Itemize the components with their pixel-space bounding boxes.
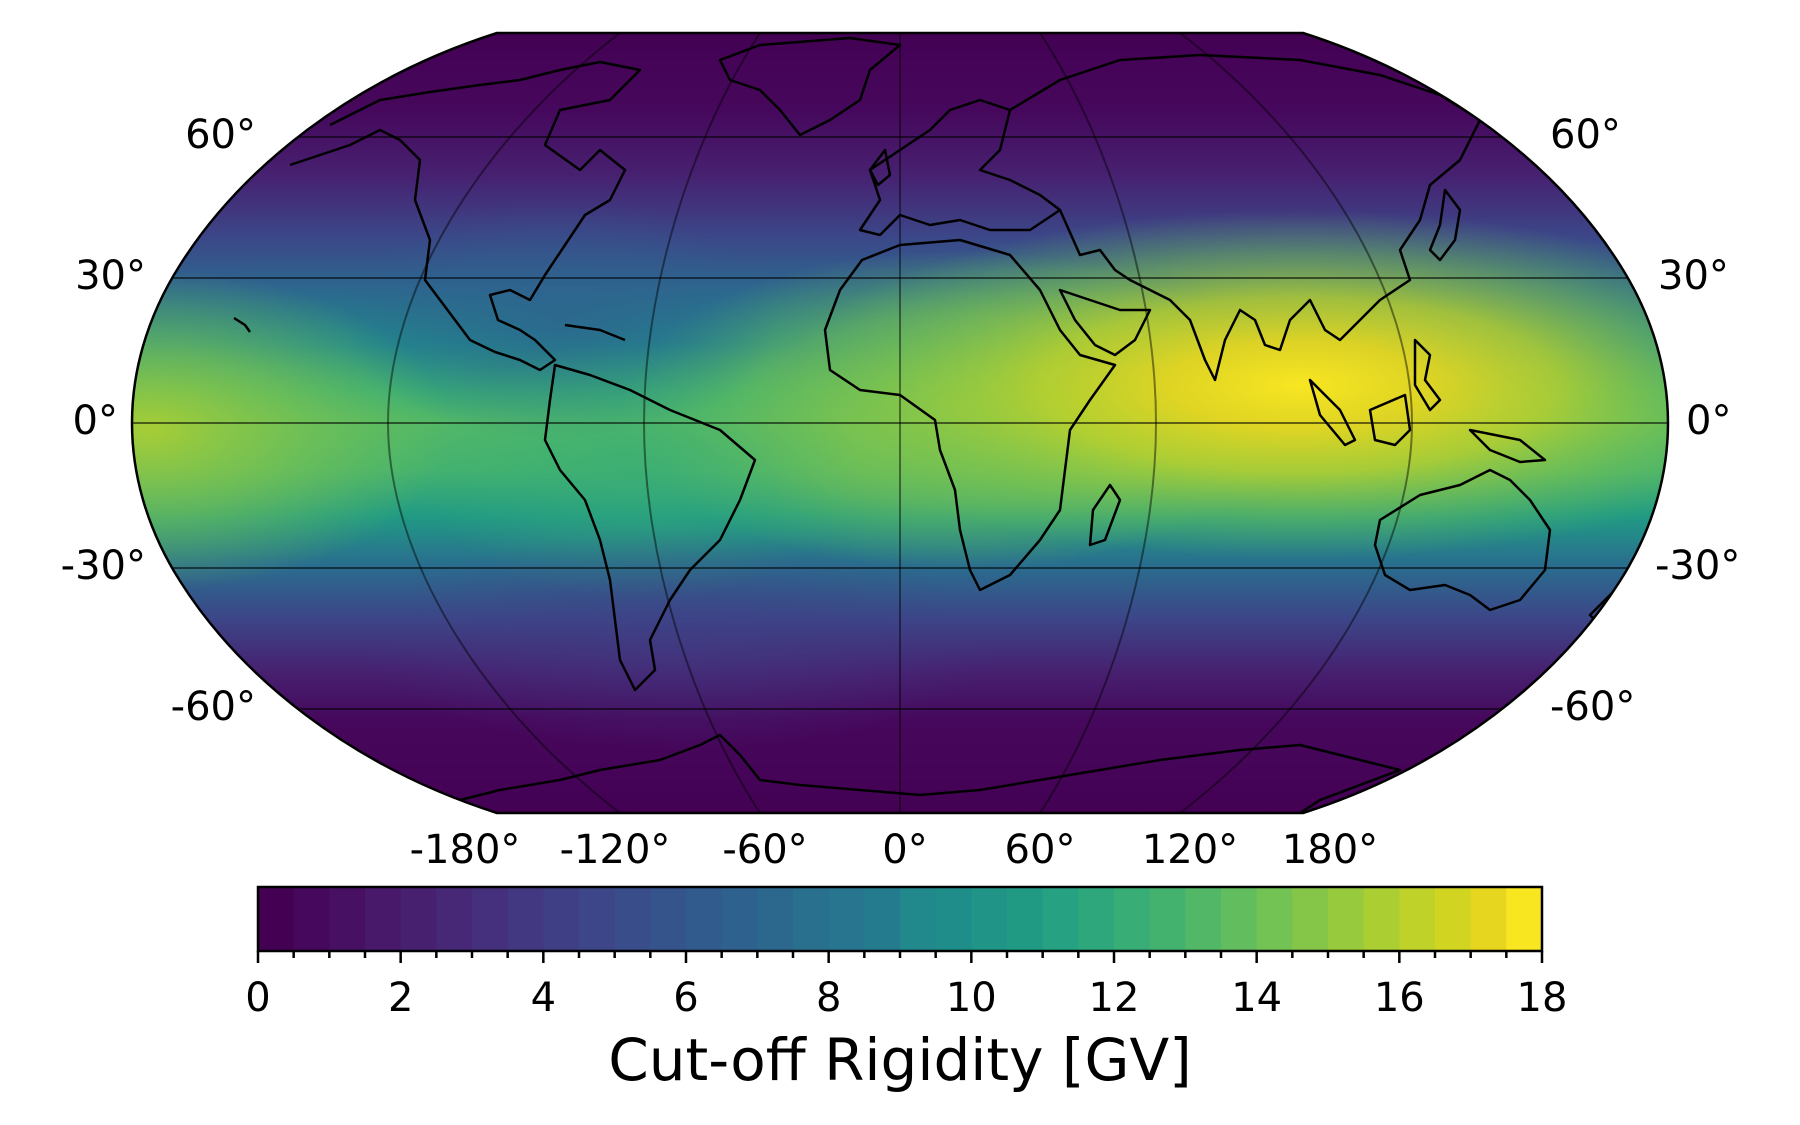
colorbar-band	[686, 887, 723, 951]
colorbar-bands	[258, 887, 1543, 951]
uk-coast	[868, 148, 892, 187]
cbar-tick-2: 2	[388, 975, 413, 1021]
colorbar-band	[614, 887, 651, 951]
lat-label-right-0: 0°	[1686, 398, 1731, 444]
lon-label-180: 180°	[1282, 827, 1378, 873]
colorbar-band	[1363, 887, 1400, 951]
colorbar-band	[650, 887, 687, 951]
europe-coast	[858, 98, 1062, 237]
sumatra-coast	[1308, 378, 1357, 447]
lat-label-left-neg60: -60°	[171, 684, 256, 730]
africa-coast	[823, 238, 1117, 592]
colorbar-band	[507, 887, 544, 951]
colorbar-band	[1292, 887, 1329, 951]
colorbar-band	[1114, 887, 1151, 951]
colorbar-band	[1221, 887, 1258, 951]
japan-coast	[1428, 188, 1462, 262]
cbar-tick-6: 6	[673, 975, 698, 1021]
colorbar-band	[365, 887, 402, 951]
lat-label-left-30: 30°	[75, 253, 146, 299]
coastlines	[233, 36, 1627, 813]
colorbar-band	[1506, 887, 1543, 951]
colorbar-band	[472, 887, 509, 951]
colorbar-band	[1470, 887, 1507, 951]
colorbar-band	[864, 887, 901, 951]
greenland-coast	[718, 36, 902, 137]
arabia-coast	[1058, 288, 1152, 357]
lat-label-left-60: 60°	[185, 112, 256, 158]
colorbar-band	[1328, 887, 1365, 951]
lat-label-left-neg30: -30°	[61, 543, 146, 589]
madagascar-coast	[1088, 483, 1122, 547]
colorbar-band	[436, 887, 473, 951]
cbar-tick-0: 0	[245, 975, 270, 1021]
latitude-labels-right: 60° 30° 0° -30° -60°	[1550, 112, 1740, 730]
map-panel	[130, 31, 1670, 815]
lon-label-neg180: -180°	[410, 827, 521, 873]
colorbar-band	[258, 887, 295, 951]
caribbean-coast	[564, 323, 626, 342]
colorbar-tick-labels: 0 2 4 6 8 10 12 14 16 18	[245, 975, 1567, 1021]
colorbar-band	[543, 887, 580, 951]
latitude-labels-left: 60° 30° 0° -30° -60°	[61, 112, 256, 730]
colorbar-band	[1435, 887, 1472, 951]
colorbar-band	[1256, 887, 1293, 951]
lat-label-left-0: 0°	[73, 398, 118, 444]
borneo-coast	[1368, 393, 1412, 447]
south-america-coast	[543, 363, 757, 692]
lat-label-right-60: 60°	[1550, 112, 1621, 158]
colorbar-title: Cut-off Rigidity [GV]	[608, 1026, 1192, 1094]
colorbar-band	[400, 887, 437, 951]
colorbar-band	[721, 887, 758, 951]
colorbar-band	[757, 887, 794, 951]
colorbar-band	[1185, 887, 1222, 951]
hawaii-coast	[233, 316, 252, 333]
colorbar-band	[293, 887, 330, 951]
lat-label-right-30: 30°	[1658, 253, 1729, 299]
asia-coast	[1009, 53, 1482, 382]
north-america-coast	[289, 60, 642, 372]
colorbar-band	[579, 887, 616, 951]
colorbar: 0 2 4 6 8 10 12 14 16 18 Cut-off Rigidit…	[245, 885, 1567, 1094]
cbar-tick-18: 18	[1517, 975, 1568, 1021]
colorbar-band	[900, 887, 937, 951]
lat-label-right-neg60: -60°	[1550, 684, 1635, 730]
lat-label-right-neg30: -30°	[1655, 543, 1740, 589]
cbar-tick-14: 14	[1231, 975, 1282, 1021]
cbar-tick-12: 12	[1089, 975, 1140, 1021]
antarctica-coast	[459, 733, 1402, 813]
longitude-labels: -180° -120° -60° 0° 60° 120° 180°	[410, 827, 1379, 873]
cbar-tick-10: 10	[946, 975, 997, 1021]
colorbar-band	[1042, 887, 1079, 951]
philippines-coast	[1413, 338, 1442, 412]
cbar-tick-16: 16	[1374, 975, 1425, 1021]
colorbar-band	[935, 887, 972, 951]
australia-coast	[1373, 468, 1552, 612]
lon-label-neg60: -60°	[722, 827, 807, 873]
colorbar-ticks	[256, 951, 1544, 963]
colorbar-band	[1007, 887, 1044, 951]
colorbar-band	[1078, 887, 1115, 951]
colorbar-band	[793, 887, 830, 951]
colorbar-band	[1399, 887, 1436, 951]
colorbar-band	[971, 887, 1008, 951]
cbar-tick-8: 8	[816, 975, 841, 1021]
lon-label-120: 120°	[1142, 827, 1238, 873]
meridians	[386, 33, 1414, 813]
new-guinea-coast	[1468, 428, 1547, 464]
map-boundary	[130, 31, 1670, 815]
colorbar-band	[1149, 887, 1186, 951]
rigidity-field	[132, 33, 1668, 813]
lon-label-0: 0°	[882, 827, 927, 873]
lon-label-60: 60°	[1005, 827, 1076, 873]
colorbar-band	[329, 887, 366, 951]
lon-label-neg120: -120°	[560, 827, 671, 873]
colorbar-band	[828, 887, 865, 951]
parallels	[132, 136, 1668, 710]
cbar-tick-4: 4	[531, 975, 556, 1021]
